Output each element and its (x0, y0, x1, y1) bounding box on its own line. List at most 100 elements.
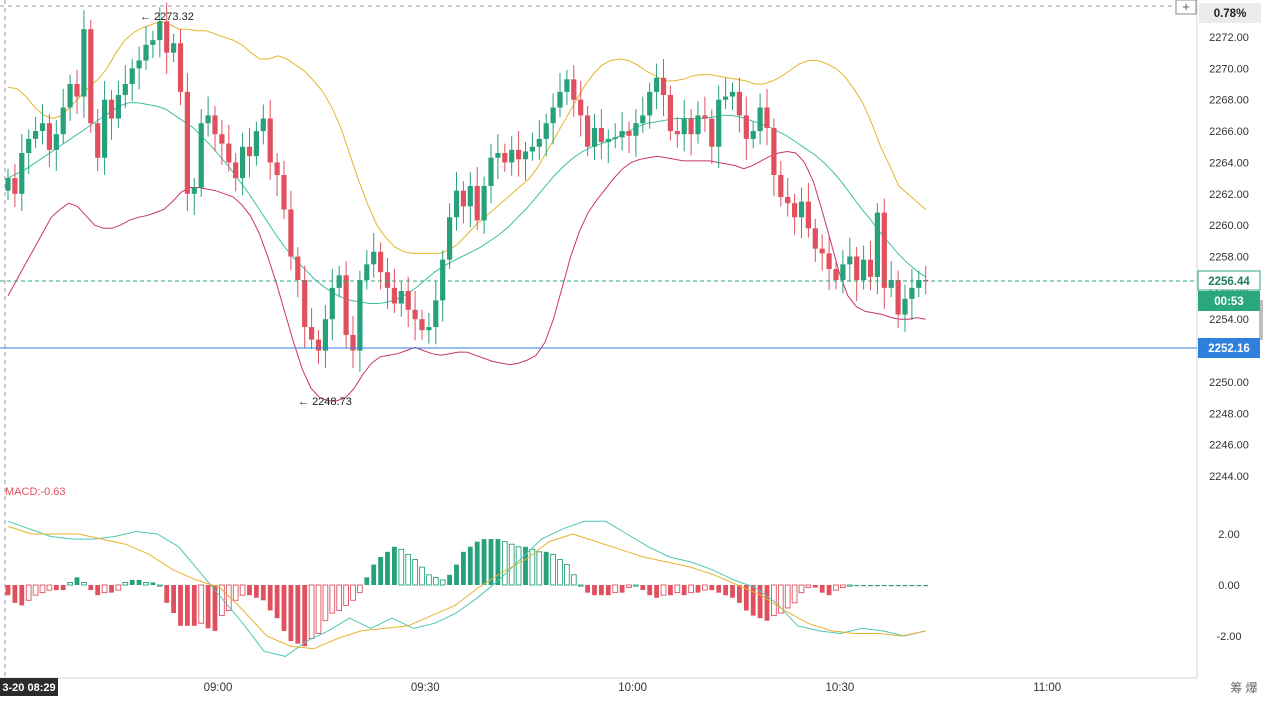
candle-body (357, 280, 363, 351)
macd-histogram-bar (357, 584, 363, 594)
macd-histogram-bar (88, 585, 94, 591)
candle-body (212, 115, 218, 135)
macd-histogram-bar (723, 585, 728, 596)
candle-body (191, 187, 197, 194)
macd-histogram-bar (543, 551, 549, 585)
candle (695, 101, 701, 144)
candle-body (578, 99, 584, 116)
price-axis-ticks: 2272.00 2270.00 2268.00 2266.00 2264.00 2262.… (1209, 32, 1249, 483)
macd-histogram-bar (523, 546, 528, 585)
candle-body (826, 253, 832, 270)
candle-body (536, 138, 542, 147)
macd-histogram-bar (398, 548, 405, 586)
candle-body (95, 123, 101, 158)
candle (412, 290, 418, 341)
macd-histogram-bar (281, 585, 287, 631)
candle-body (302, 280, 308, 328)
candle-body (364, 264, 370, 281)
candle (177, 29, 184, 106)
plot-area[interactable] (0, 0, 1197, 678)
macd-histogram-bar (432, 576, 439, 586)
macd-histogram-bar (101, 584, 108, 594)
candle (19, 134, 25, 212)
time-tick-4: 11:00 (1033, 682, 1061, 694)
macd-histogram-bar (916, 585, 922, 587)
price-tick-5: 2262.00 (1209, 189, 1249, 201)
macd-histogram-bar (198, 584, 205, 624)
macd-histogram-bar (232, 584, 239, 601)
candle (433, 281, 439, 345)
macd-histogram-bar (295, 585, 301, 644)
candle (12, 163, 18, 208)
candle-body (902, 298, 908, 315)
candle-body (812, 228, 818, 249)
line-price-label[interactable]: 2252.16 (1198, 338, 1260, 358)
candle-body (819, 248, 825, 254)
candle-body (888, 280, 894, 288)
candle-body (460, 190, 466, 207)
candle (847, 237, 853, 282)
candle (240, 132, 246, 196)
macd-histogram-bar (743, 585, 749, 611)
candle-body (778, 174, 784, 197)
macd-histogram-bar (302, 585, 308, 647)
macd-histogram-bar (923, 585, 929, 587)
low-price-annotation: ← 2248.73 (298, 396, 352, 408)
macd-histogram-bar (219, 584, 225, 617)
candle-body (805, 201, 811, 229)
candle-body (412, 309, 418, 320)
add-indicator-button[interactable]: + (1175, 0, 1197, 15)
candle-body (447, 217, 453, 260)
candle (364, 250, 370, 290)
macd-histogram-bar (861, 585, 866, 587)
macd-histogram-bar (5, 585, 11, 596)
candle (171, 33, 177, 63)
macd-histogram-bar (308, 584, 315, 639)
candle-body (253, 131, 259, 157)
upper-band-line (7, 20, 927, 254)
price-tick-2: 2268.00 (1209, 95, 1249, 107)
macd-histogram-bar (777, 584, 784, 614)
candle-body (136, 60, 142, 69)
candle (343, 261, 349, 349)
candle (881, 198, 887, 310)
macd-histogram-bar (447, 574, 452, 585)
macd-histogram-bar (143, 582, 149, 586)
corner-tool-glyphs[interactable]: 筹 爆 (1230, 681, 1257, 695)
candle (102, 80, 108, 175)
macd-histogram-bar (343, 584, 349, 606)
candle (253, 121, 259, 166)
candle-body (108, 99, 115, 119)
candle-body (240, 146, 246, 179)
candle (322, 305, 328, 368)
candle-body (53, 134, 59, 150)
candle (557, 73, 563, 117)
macd-histogram-bar (605, 585, 611, 596)
price-tick-9: 2254.00 (1209, 314, 1249, 326)
candle-body (757, 107, 763, 132)
candle (874, 203, 880, 295)
candle (260, 104, 266, 145)
candle (578, 80, 584, 137)
candle (460, 181, 466, 224)
macd-histogram-bar (854, 585, 860, 587)
candle (447, 203, 453, 270)
candle-body (233, 162, 239, 179)
macd-histogram-bar (239, 584, 246, 596)
svg-text:00:53: 00:53 (1214, 296, 1243, 308)
macd-histogram-bar (709, 585, 715, 591)
candle (60, 88, 66, 144)
candle (812, 218, 818, 262)
candle (495, 134, 501, 179)
candle (246, 127, 253, 178)
candle-body (736, 91, 742, 116)
macd-histogram-bar (322, 584, 329, 622)
candle (226, 124, 232, 172)
candle (564, 69, 570, 106)
candle (854, 247, 860, 302)
candle (916, 270, 922, 298)
macd-histogram-bar (688, 584, 694, 594)
candle (536, 120, 542, 161)
candle-body (516, 149, 522, 160)
